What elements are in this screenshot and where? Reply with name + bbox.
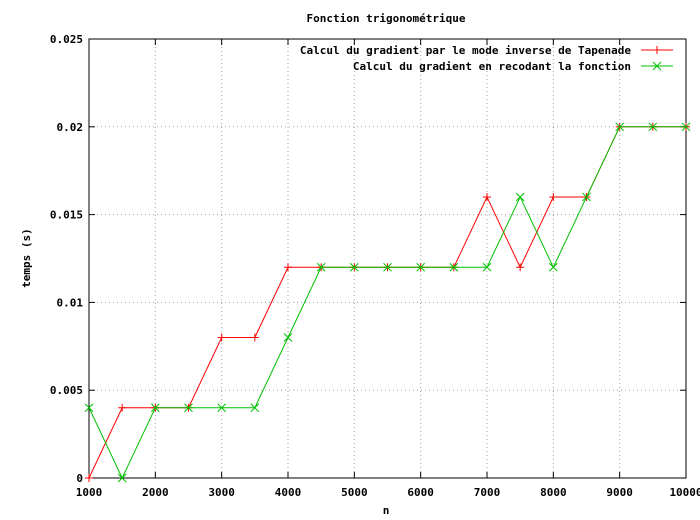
series-2-point	[184, 403, 193, 413]
series-1	[85, 122, 690, 482]
x-tick-label: 1000	[76, 486, 103, 499]
plot-frame	[88, 38, 687, 479]
legend-label: Calcul du gradient en recodant la foncti…	[353, 60, 631, 73]
series-2-point	[117, 473, 127, 483]
x-tick-label: 4000	[275, 486, 302, 499]
y-tick-label: 0.02	[57, 121, 84, 134]
axis-ticks: 1000 2000 3000 4000 5000 6000 7000 8000 9000 1000…	[50, 33, 700, 499]
series-1-line	[88, 126, 686, 479]
y-tick-label: 0.01	[57, 296, 84, 309]
series-2-point	[582, 192, 591, 202]
x-tick-label: 6000	[407, 486, 434, 499]
series-2-line	[88, 126, 686, 480]
series-2	[84, 122, 691, 483]
y-tick-label: 0.025	[50, 33, 83, 46]
x-tick-label: 2000	[142, 486, 169, 499]
series-2-point	[150, 403, 160, 413]
series-2-point	[449, 262, 459, 272]
series-1-point	[284, 263, 292, 272]
series-2-point	[283, 333, 293, 342]
series-2-point	[383, 262, 392, 272]
series-2-point	[316, 262, 326, 272]
y-tick-label: 0.005	[50, 384, 83, 397]
y-tick-label: 0.015	[50, 209, 83, 222]
series-2-point	[648, 122, 658, 132]
legend-marker	[653, 46, 661, 54]
series-2-point	[482, 262, 492, 272]
series-layer	[84, 122, 691, 483]
x-tick-label: 8000	[540, 486, 567, 499]
series-1-point	[85, 474, 93, 482]
series-1-point	[217, 333, 226, 342]
series-2-point	[681, 122, 691, 132]
y-tick-label: 0	[76, 472, 83, 485]
x-axis-label: n	[383, 504, 390, 517]
y-axis-label: temps (s)	[20, 228, 33, 288]
legend-marker	[652, 61, 662, 71]
series-1-point	[483, 193, 491, 202]
legend: Calcul du gradient par le mode inverse d…	[300, 44, 673, 73]
series-1-point	[549, 193, 558, 202]
chart-title: Fonction trigonométrique	[307, 12, 466, 25]
series-2-point	[84, 403, 94, 413]
series-2-point	[349, 262, 359, 272]
series-2-point	[515, 192, 525, 202]
series-1-point	[118, 403, 127, 412]
legend-label: Calcul du gradient par le mode inverse d…	[300, 44, 632, 57]
series-2-point	[615, 122, 625, 132]
x-tick-label: 3000	[208, 486, 235, 499]
series-1-point	[250, 333, 259, 342]
series-2-point	[416, 262, 426, 272]
grid	[89, 39, 686, 478]
x-tick-label: 9000	[606, 486, 633, 499]
x-tick-label: 7000	[474, 486, 501, 499]
x-tick-label: 5000	[341, 486, 368, 499]
series-2-point	[548, 262, 558, 272]
x-tick-label: 10000	[669, 486, 700, 499]
series-1-point	[516, 263, 525, 272]
series-2-point	[250, 403, 260, 413]
series-2-point	[217, 403, 227, 413]
